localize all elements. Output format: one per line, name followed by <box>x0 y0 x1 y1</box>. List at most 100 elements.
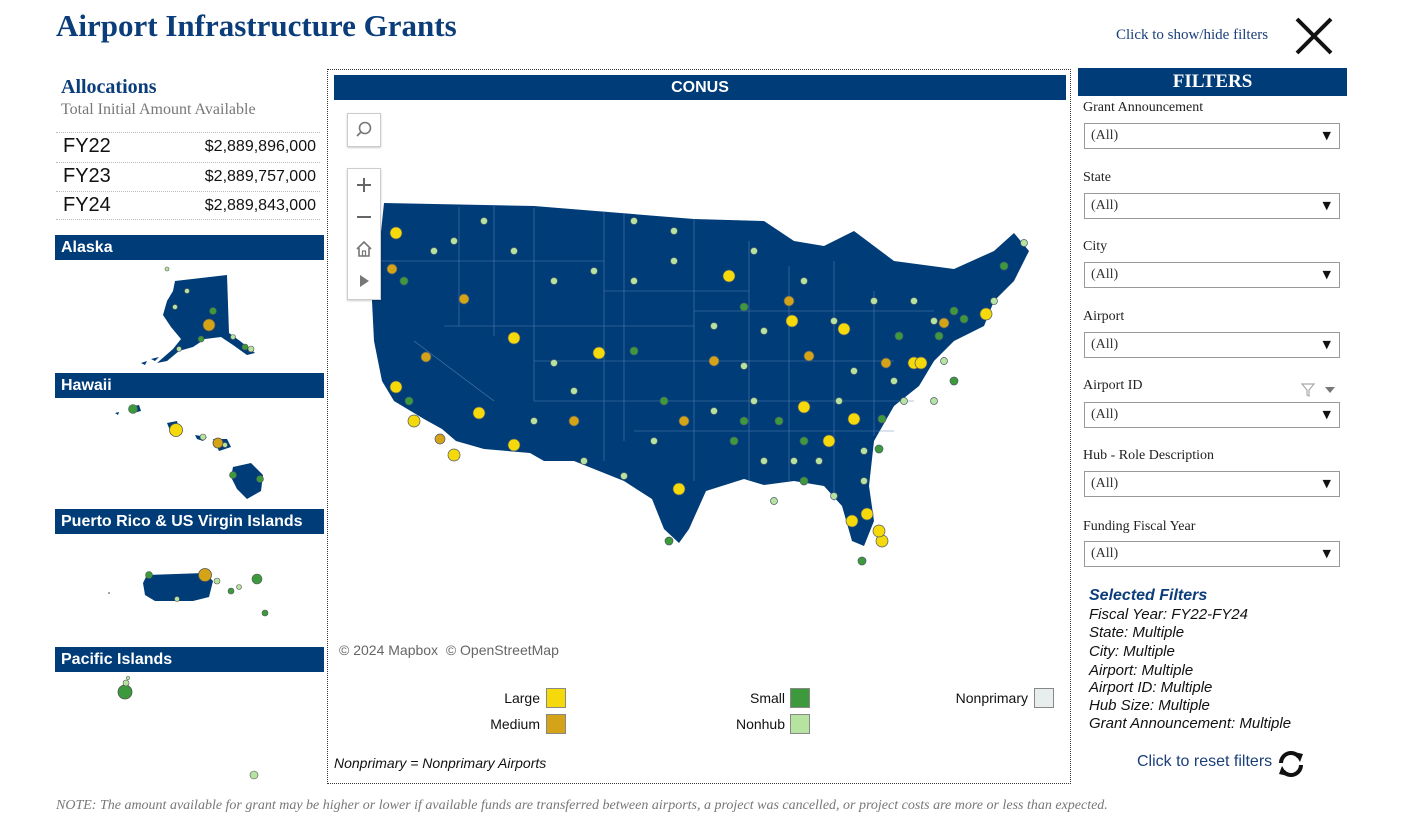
play-icon[interactable] <box>348 265 380 297</box>
airport-marker-nonhub[interactable] <box>900 397 908 405</box>
airport-marker-nonhub[interactable] <box>830 317 838 325</box>
airport-marker-nonhub[interactable] <box>430 247 438 255</box>
airport-marker-large[interactable] <box>507 331 521 345</box>
airport-marker-small[interactable] <box>629 346 639 356</box>
airport-marker-nonhub[interactable] <box>790 457 798 465</box>
airport-marker-small[interactable] <box>934 331 944 341</box>
map-search-button[interactable] <box>347 113 381 147</box>
airport-marker-small[interactable] <box>659 396 669 406</box>
airport-marker-nonhub[interactable] <box>630 217 638 225</box>
airport-marker-nonhub[interactable] <box>910 297 918 305</box>
airport-marker-large[interactable] <box>722 269 736 283</box>
airport-marker-nonhub[interactable] <box>740 362 748 370</box>
hawaii-map[interactable] <box>55 399 324 507</box>
toggle-filters-link[interactable]: Click to show/hide filters <box>1116 27 1269 43</box>
airport-marker-small[interactable] <box>799 436 809 446</box>
filter-select-funding-fiscal-year[interactable]: (All) ▼ <box>1084 541 1340 567</box>
filter-funnel-icon[interactable] <box>1300 382 1341 403</box>
airport-marker-small[interactable] <box>404 396 414 406</box>
airport-marker-medium[interactable] <box>783 295 795 307</box>
reset-filters-link[interactable]: Click to reset filters <box>1137 753 1273 770</box>
airport-marker-small[interactable] <box>739 302 749 312</box>
airport-marker-nonhub[interactable] <box>750 247 758 255</box>
airport-marker-large[interactable] <box>672 482 686 496</box>
airport-marker-small[interactable] <box>999 261 1009 271</box>
airport-marker-nonhub[interactable] <box>550 359 558 367</box>
airport-marker-nonhub[interactable] <box>710 322 718 330</box>
airport-marker-nonhub[interactable] <box>710 407 718 415</box>
airport-marker-nonhub[interactable] <box>850 367 858 375</box>
airport-marker-medium[interactable] <box>938 317 950 329</box>
airport-marker-medium[interactable] <box>420 351 432 363</box>
airport-marker-nonhub[interactable] <box>750 397 758 405</box>
airport-marker-nonhub[interactable] <box>450 237 458 245</box>
airport-marker-nonhub[interactable] <box>1020 239 1028 247</box>
airport-marker-small[interactable] <box>877 414 887 424</box>
airport-marker-small[interactable] <box>949 376 959 386</box>
airport-marker-large[interactable] <box>447 448 461 462</box>
airport-marker-medium[interactable] <box>458 293 470 305</box>
zoom-out-icon[interactable] <box>348 201 380 233</box>
airport-marker-nonhub[interactable] <box>800 277 808 285</box>
airport-marker-large[interactable] <box>785 314 799 328</box>
refresh-icon[interactable] <box>1276 750 1306 783</box>
filter-select-state[interactable]: (All) ▼ <box>1084 193 1340 219</box>
airport-marker-medium[interactable] <box>803 350 815 362</box>
airport-marker-large[interactable] <box>822 434 836 448</box>
pacific-islands-map[interactable] <box>55 673 324 785</box>
filter-select-airport-id[interactable]: (All) ▼ <box>1084 402 1340 428</box>
airport-marker-nonhub[interactable] <box>930 317 938 325</box>
airport-marker-large[interactable] <box>389 380 403 394</box>
airport-marker-large[interactable] <box>860 507 874 521</box>
airport-marker-nonhub[interactable] <box>630 277 638 285</box>
conus-map[interactable] <box>334 101 1066 661</box>
airport-marker-nonhub[interactable] <box>770 497 778 505</box>
airport-marker-large[interactable] <box>507 438 521 452</box>
close-icon[interactable] <box>1292 14 1336 58</box>
airport-marker-large[interactable] <box>845 514 859 528</box>
airport-marker-medium[interactable] <box>708 355 720 367</box>
airport-marker-small[interactable] <box>664 536 674 546</box>
airport-marker-small[interactable] <box>774 416 784 426</box>
airport-marker-nonhub[interactable] <box>860 477 868 485</box>
airport-marker-large[interactable] <box>407 414 421 428</box>
airport-marker-nonhub[interactable] <box>480 217 488 225</box>
airport-marker-nonhub[interactable] <box>670 257 678 265</box>
airport-marker-nonhub[interactable] <box>620 472 628 480</box>
airport-marker-small[interactable] <box>874 444 884 454</box>
alaska-map[interactable] <box>55 261 324 371</box>
airport-marker-large[interactable] <box>837 322 851 336</box>
airport-marker-nonhub[interactable] <box>830 492 838 500</box>
airport-marker-nonhub[interactable] <box>930 397 938 405</box>
filter-select-grant-announcement[interactable]: (All) ▼ <box>1084 123 1340 149</box>
filter-select-hub-role[interactable]: (All) ▼ <box>1084 471 1340 497</box>
airport-marker-large[interactable] <box>592 346 606 360</box>
airport-marker-large[interactable] <box>797 400 811 414</box>
airport-marker-nonhub[interactable] <box>835 397 843 405</box>
osm-attribution[interactable]: © OpenStreetMap <box>445 642 559 658</box>
airport-marker-medium[interactable] <box>880 357 892 369</box>
airport-marker-nonhub[interactable] <box>650 437 658 445</box>
airport-marker-nonhub[interactable] <box>590 267 598 275</box>
zoom-in-icon[interactable] <box>348 169 380 201</box>
airport-marker-medium[interactable] <box>434 433 446 445</box>
airport-marker-nonhub[interactable] <box>580 457 588 465</box>
airport-marker-large[interactable] <box>872 524 886 538</box>
airport-marker-nonhub[interactable] <box>940 357 948 365</box>
airport-marker-nonhub[interactable] <box>570 387 578 395</box>
airport-marker-nonhub[interactable] <box>870 297 878 305</box>
airport-marker-small[interactable] <box>894 331 904 341</box>
airport-marker-small[interactable] <box>399 276 409 286</box>
airport-marker-large[interactable] <box>979 307 993 321</box>
airport-marker-large[interactable] <box>472 406 486 420</box>
airport-marker-nonhub[interactable] <box>990 297 998 305</box>
puerto-rico-map[interactable] <box>55 535 324 645</box>
airport-marker-nonhub[interactable] <box>760 327 768 335</box>
filter-select-city[interactable]: (All) ▼ <box>1084 262 1340 288</box>
airport-marker-medium[interactable] <box>678 415 690 427</box>
airport-marker-nonhub[interactable] <box>860 447 868 455</box>
airport-marker-nonhub[interactable] <box>530 417 538 425</box>
airport-marker-medium[interactable] <box>568 415 580 427</box>
airport-marker-nonhub[interactable] <box>890 377 898 385</box>
airport-marker-small[interactable] <box>799 476 809 486</box>
